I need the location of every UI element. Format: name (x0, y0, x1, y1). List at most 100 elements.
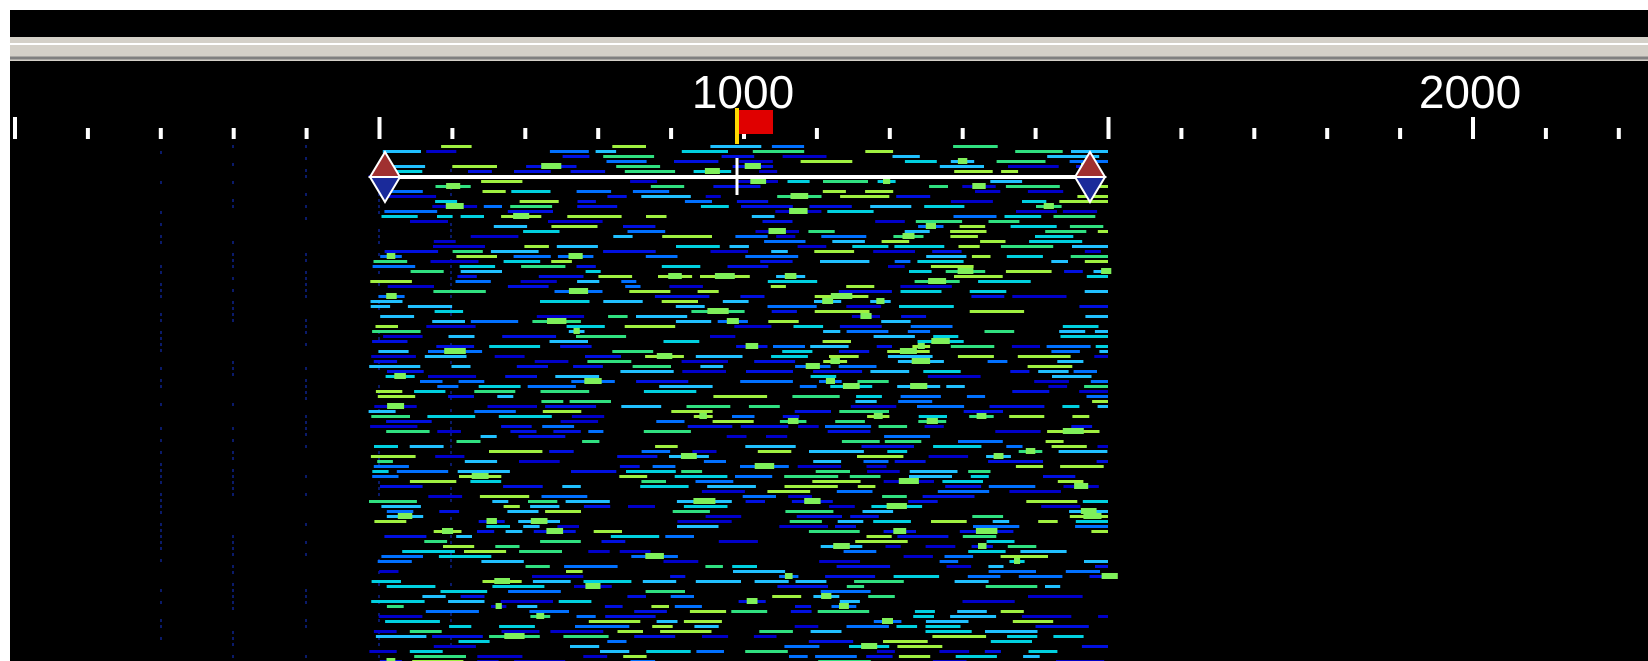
signal (507, 210, 553, 213)
signal-peak (886, 503, 907, 509)
signal (603, 155, 655, 158)
signal (797, 245, 827, 248)
signal (464, 550, 507, 553)
signal (929, 185, 948, 188)
signal (588, 550, 610, 553)
faint-trace (450, 463, 452, 466)
signal (456, 535, 472, 538)
signal (705, 565, 723, 568)
faint-trace (160, 469, 162, 472)
faint-trace (232, 607, 234, 610)
signal (900, 285, 952, 288)
left-handle-bottom[interactable] (368, 176, 402, 204)
right-handle-bottom[interactable] (1073, 176, 1107, 204)
signal (654, 295, 710, 298)
signal (373, 260, 408, 263)
signal (926, 255, 967, 258)
signal (601, 540, 626, 543)
signal (958, 245, 980, 248)
signal (560, 345, 592, 348)
signal (735, 235, 768, 238)
tx-flag[interactable] (735, 108, 773, 144)
signal (616, 165, 661, 168)
signal (402, 550, 455, 553)
signal (677, 525, 719, 528)
signal (630, 180, 658, 183)
signal (410, 220, 448, 223)
signal (917, 405, 965, 408)
signal (1008, 165, 1059, 168)
signal (1070, 255, 1108, 258)
faint-trace (450, 313, 452, 316)
signal (686, 405, 731, 408)
tick (1325, 128, 1330, 139)
signal (565, 500, 610, 503)
faint-trace (305, 289, 307, 292)
signal-peak (787, 418, 799, 424)
signal-peak (925, 223, 936, 229)
signal (675, 320, 712, 323)
signal (689, 610, 727, 613)
faint-trace (450, 223, 452, 226)
signal (932, 250, 962, 253)
faint-trace (305, 295, 307, 298)
faint-trace (232, 439, 234, 442)
signal (375, 390, 403, 393)
signal-peak (530, 518, 548, 524)
signal (752, 150, 805, 153)
signal (697, 290, 719, 293)
signal (656, 620, 678, 623)
signal (681, 150, 728, 153)
signal (779, 525, 828, 528)
signal (380, 190, 423, 193)
faint-trace (305, 217, 307, 220)
signal (478, 385, 521, 388)
signal (489, 450, 543, 453)
signal (576, 615, 596, 618)
signal (628, 505, 655, 508)
bandwidth-marker[interactable] (368, 150, 1107, 204)
signal-peak (860, 313, 872, 319)
signal (966, 395, 986, 398)
signal (876, 345, 892, 348)
signal (722, 300, 749, 303)
signal (617, 630, 643, 633)
faint-trace (160, 499, 162, 502)
signal (950, 230, 987, 233)
signal (377, 560, 412, 563)
signal (954, 275, 1003, 278)
signal (427, 415, 476, 418)
signal (939, 165, 984, 168)
faint-trace (450, 169, 452, 172)
signal-peak (1074, 483, 1089, 489)
signal (1072, 415, 1090, 418)
tick (377, 117, 382, 139)
signal (607, 195, 627, 198)
signal (542, 425, 575, 428)
faint-trace (305, 331, 307, 334)
faint-trace (160, 427, 162, 430)
faint-trace (232, 199, 234, 202)
faint-trace (160, 625, 162, 628)
faint-trace (160, 181, 162, 184)
signal (899, 305, 954, 308)
signal (735, 475, 773, 478)
signal (838, 365, 877, 368)
signal-peak (386, 253, 396, 259)
faint-trace (232, 307, 234, 310)
signal (782, 415, 800, 418)
signal (585, 270, 601, 273)
signal (953, 215, 997, 218)
signal (753, 635, 777, 638)
signal (508, 590, 561, 593)
faint-trace (160, 349, 162, 352)
signal (754, 580, 789, 583)
signal (549, 150, 589, 153)
signal-peak (902, 233, 915, 239)
signal (959, 225, 986, 228)
signal-peak (768, 228, 786, 234)
faint-trace (305, 427, 307, 430)
signal (660, 630, 712, 633)
signal (946, 565, 972, 568)
signal (823, 180, 868, 183)
